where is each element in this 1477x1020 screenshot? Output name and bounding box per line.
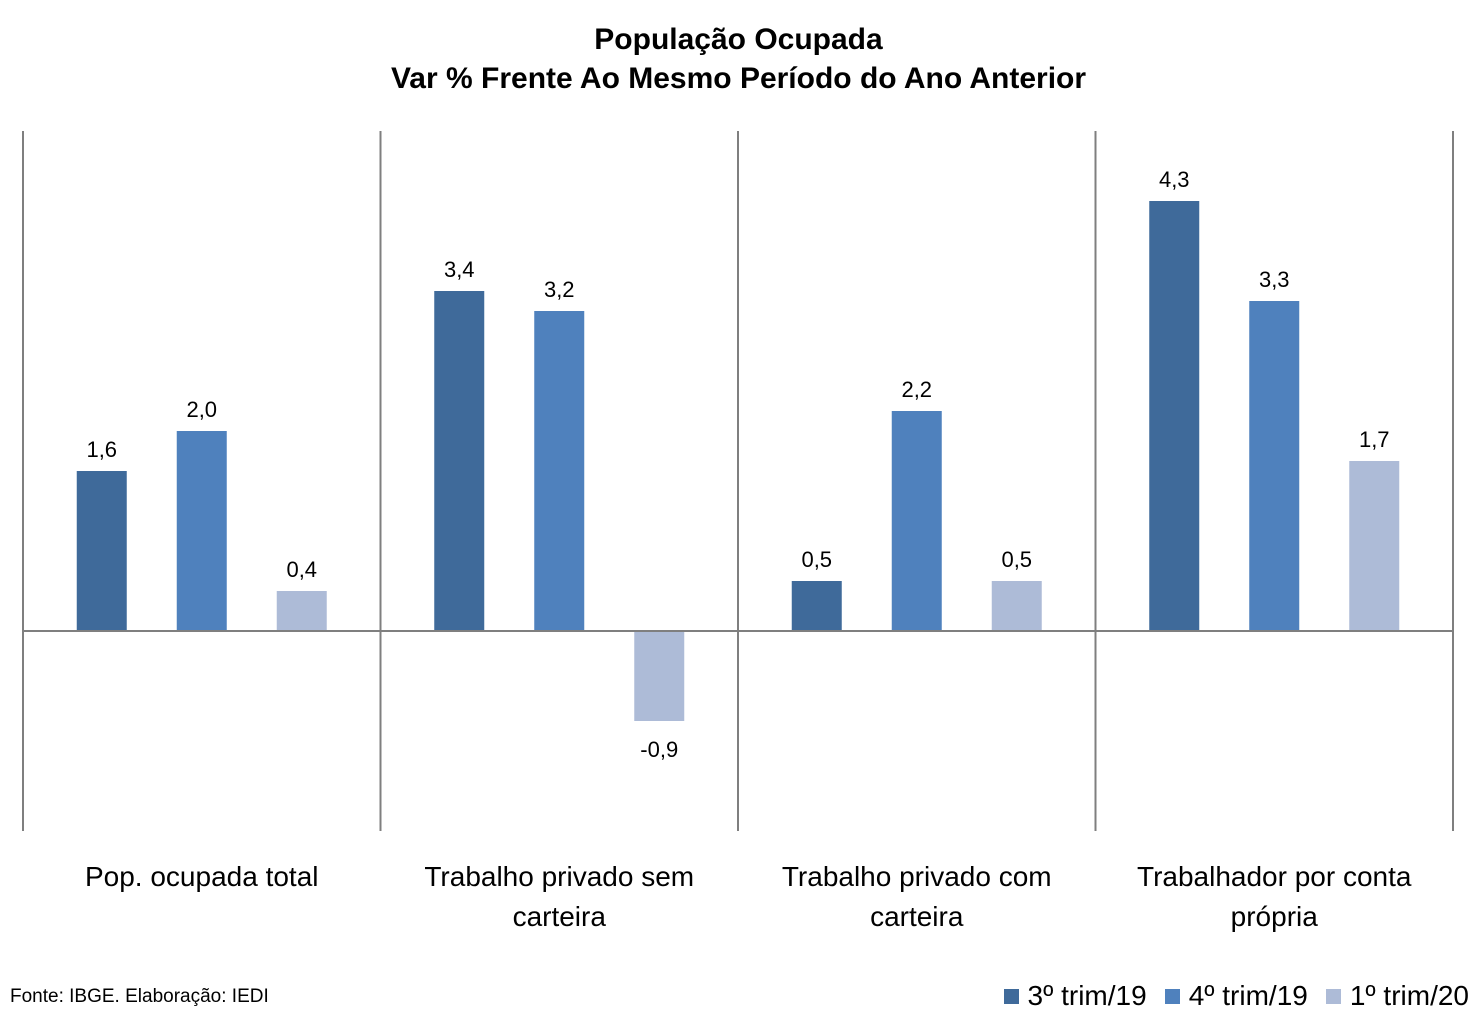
legend-swatch [1164, 988, 1180, 1004]
category-label: Trabalhador por conta [1137, 861, 1412, 892]
category-label: Pop. ocupada total [85, 861, 319, 892]
category-label: carteira [513, 901, 607, 932]
category-label: Trabalho privado com [782, 861, 1052, 892]
category-label: Trabalho privado sem [424, 861, 694, 892]
category-label: própria [1231, 901, 1319, 932]
legend-swatch [1325, 988, 1341, 1004]
data-label: 3,4 [444, 257, 475, 282]
bar [1149, 201, 1200, 631]
bar [1249, 301, 1300, 631]
legend-item: 1º trim/20 [1325, 980, 1469, 1012]
data-label: 2,0 [186, 397, 217, 422]
data-label: 3,3 [1259, 267, 1290, 292]
data-label: 0,5 [1001, 547, 1032, 572]
bar [634, 631, 685, 721]
data-label: -0,9 [640, 737, 678, 762]
bar [434, 291, 485, 631]
data-label: 2,2 [901, 377, 932, 402]
data-label: 0,4 [286, 557, 317, 582]
legend-item: 3º trim/19 [1003, 980, 1147, 1012]
category-label: carteira [870, 901, 964, 932]
legend-label: 4º trim/19 [1188, 980, 1308, 1011]
legend-label: 3º trim/19 [1027, 980, 1147, 1011]
data-label: 1,6 [86, 437, 117, 462]
legend-item: 4º trim/19 [1164, 980, 1308, 1012]
chart-title-line: População Ocupada [594, 23, 883, 56]
bar [1349, 461, 1400, 631]
data-label: 3,2 [544, 277, 575, 302]
chart-title: População Ocupada Var % Frente Ao Mesmo … [0, 20, 1477, 98]
bar [176, 431, 227, 631]
source-note: Fonte: IBGE. Elaboração: IEDI [10, 986, 269, 1007]
data-label: 1,7 [1359, 427, 1390, 452]
data-label: 4,3 [1159, 167, 1190, 192]
legend: 3º trim/19 4º trim/19 1º trim/20 [986, 980, 1469, 1012]
chart-subtitle-line: Var % Frente Ao Mesmo Período do Ano Ant… [390, 62, 1087, 95]
legend-swatch [1003, 988, 1019, 1004]
bar [276, 591, 327, 631]
legend-label: 1º trim/20 [1349, 980, 1469, 1011]
bar [76, 471, 127, 631]
bar [534, 311, 585, 631]
data-label: 0,5 [801, 547, 832, 572]
bar [991, 581, 1042, 631]
bar [891, 411, 942, 631]
bar [791, 581, 842, 631]
